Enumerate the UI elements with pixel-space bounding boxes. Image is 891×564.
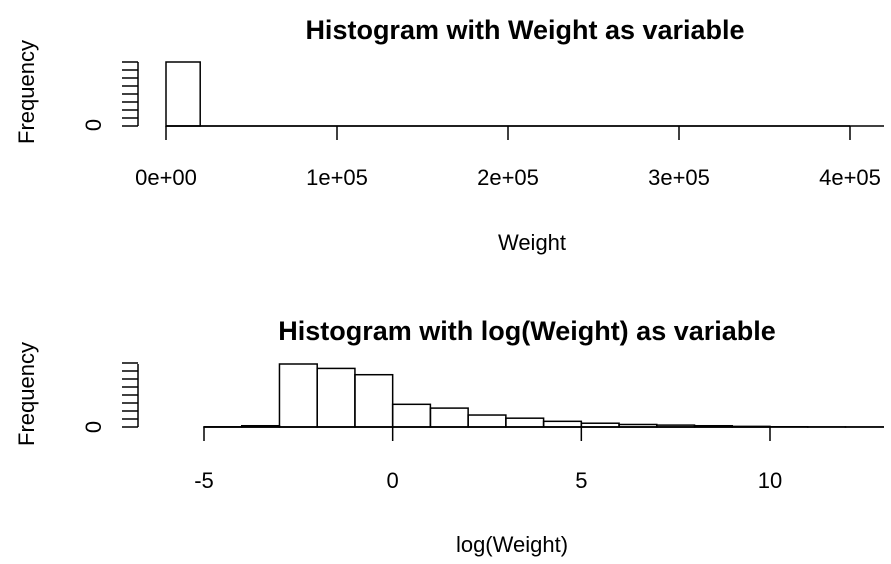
p2-x-tick-label-0: -5 xyxy=(194,468,214,493)
p1-x-tick-label-2: 2e+05 xyxy=(477,165,539,190)
x-axis-1 xyxy=(166,126,850,140)
y-axis-2 xyxy=(122,363,138,427)
p2-x-tick-label-3: 10 xyxy=(758,468,782,493)
p2-bar-7 xyxy=(430,408,468,427)
p2-bar-3 xyxy=(279,364,317,427)
chart-title-2: Histogram with log(Weight) as variable xyxy=(278,316,776,346)
p2-bar-10 xyxy=(544,421,582,427)
p1-x-tick-label-1: 1e+05 xyxy=(306,165,368,190)
y-tick-label-1-0: 0 xyxy=(81,119,106,131)
x-axis-label-1: Weight xyxy=(498,230,566,255)
p2-bar-5 xyxy=(355,375,393,427)
y-tick-label-2-0: 0 xyxy=(81,421,106,433)
p2-x-tick-label-1: 0 xyxy=(387,468,399,493)
chart-title-1: Histogram with Weight as variable xyxy=(305,15,744,45)
p1-x-tick-label-3: 3e+05 xyxy=(648,165,710,190)
bars-2 xyxy=(204,364,884,427)
y-axis-label-1: Frequency xyxy=(14,40,39,144)
y-axis-1 xyxy=(122,62,138,126)
p1-x-tick-label-4: 4e+05 xyxy=(819,165,881,190)
panel-weight: Histogram with Weight as variable Freque… xyxy=(14,15,884,255)
bars-1 xyxy=(166,62,884,126)
p2-bar-4 xyxy=(317,368,355,427)
x-axis-2 xyxy=(204,427,770,441)
p2-bar-8 xyxy=(468,415,506,427)
p2-bar-6 xyxy=(393,404,431,427)
p1-x-tick-label-0: 0e+00 xyxy=(135,165,197,190)
p2-x-tick-label-2: 5 xyxy=(575,468,587,493)
x-axis-label-2: log(Weight) xyxy=(456,532,568,557)
p2-bar-9 xyxy=(506,418,544,427)
x-tick-labels-1: 0e+00 1e+05 2e+05 3e+05 4e+05 xyxy=(135,165,881,190)
x-tick-labels-2: -5 0 5 10 xyxy=(194,468,782,493)
p1-bar-0 xyxy=(166,62,200,126)
y-axis-label-2: Frequency xyxy=(14,342,39,446)
panel-log-weight: Histogram with log(Weight) as variable F… xyxy=(14,316,884,557)
